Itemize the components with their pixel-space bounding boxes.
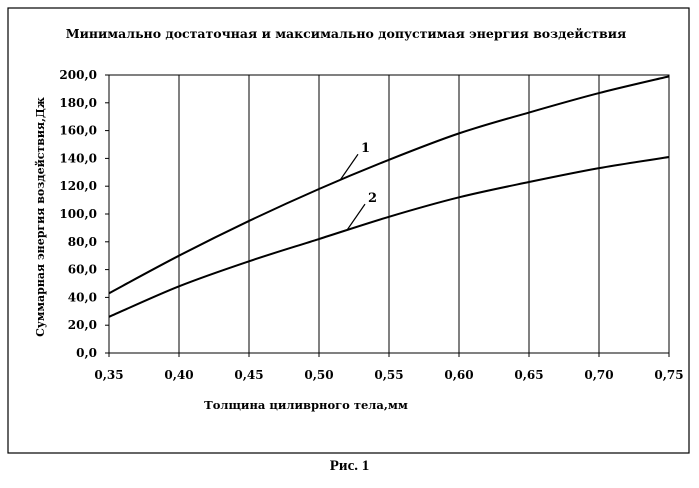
y-tick-label: 0,0 — [76, 346, 97, 360]
y-tick-label: 140,0 — [59, 151, 97, 165]
chart-title: Минимально достаточная и максимально доп… — [66, 26, 626, 41]
y-tick-label: 180,0 — [59, 96, 97, 110]
y-tick-label: 80,0 — [68, 235, 97, 249]
y-axis-label: Суммарная энергия воздействия,Дж — [34, 97, 47, 337]
chart: Минимально достаточная и максимально доп… — [0, 0, 699, 460]
y-tick-label: 60,0 — [68, 263, 97, 277]
x-axis-label: Толщина циливрного тела,мм — [204, 398, 408, 412]
y-tick-label: 40,0 — [68, 290, 97, 304]
y-tick-label: 120,0 — [59, 179, 97, 193]
x-tick-label: 0,75 — [654, 368, 683, 382]
series-2-label: 2 — [368, 191, 377, 206]
x-tick-label: 0,60 — [444, 368, 473, 382]
x-tick-label: 0,70 — [584, 368, 613, 382]
x-tick-label: 0,55 — [374, 368, 403, 382]
y-tick-label: 20,0 — [68, 318, 97, 332]
figure-caption: Рис. 1 — [0, 458, 699, 475]
y-tick-label: 200,0 — [59, 68, 97, 82]
x-tick-label: 0,50 — [304, 368, 333, 382]
x-tick-label: 0,45 — [234, 368, 263, 382]
y-tick-label: 100,0 — [59, 207, 97, 221]
series-1-label: 1 — [361, 141, 370, 156]
x-tick-label: 0,40 — [164, 368, 193, 382]
y-tick-label: 160,0 — [59, 124, 97, 138]
x-tick-label: 0,35 — [94, 368, 123, 382]
x-tick-label: 0,65 — [514, 368, 543, 382]
